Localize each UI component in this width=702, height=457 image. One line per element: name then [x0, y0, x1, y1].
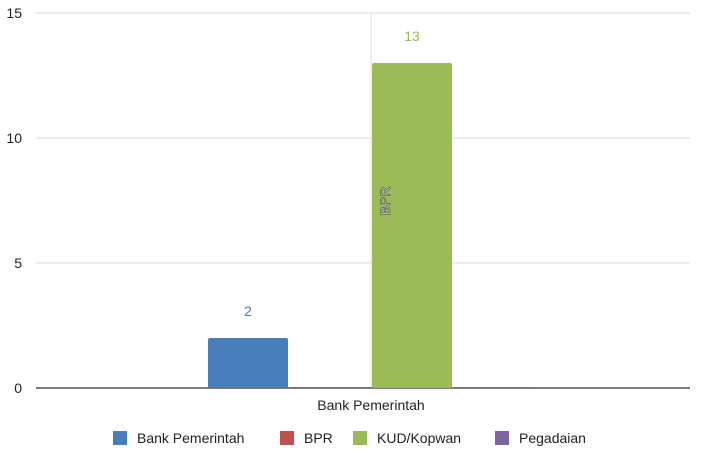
legend-swatch — [353, 431, 367, 445]
data-label: 13 — [404, 28, 420, 44]
legend-label: Bank Pemerintah — [137, 430, 244, 446]
y-tick-label: 5 — [14, 255, 22, 271]
legend-swatch — [280, 431, 294, 445]
legend-label: KUD/Kopwan — [377, 430, 461, 446]
bar-bank-pemerintah — [208, 338, 288, 388]
legend-swatch — [495, 431, 509, 445]
bars-layer — [208, 63, 534, 388]
legend-label: BPR — [304, 430, 333, 446]
labels-layer: 2 13 BPR Bank Pemerintah — [244, 28, 425, 413]
y-tick-label: 15 — [6, 5, 22, 21]
bar-kud-kopwan — [372, 63, 452, 388]
legend-label: Pegadaian — [519, 430, 586, 446]
inner-bar-label: BPR — [377, 187, 393, 216]
y-tick-label: 0 — [14, 380, 22, 396]
grid-layer: 0 5 10 15 — [6, 5, 690, 396]
bar-pegadaian — [454, 387, 534, 388]
y-tick-label: 10 — [6, 130, 22, 146]
category-label: Bank Pemerintah — [317, 397, 424, 413]
legend-swatch — [113, 431, 127, 445]
bar-bpr — [290, 387, 370, 388]
data-label: 2 — [244, 303, 252, 319]
legend: Bank Pemerintah BPR KUD/Kopwan Pegadaian — [113, 430, 586, 446]
